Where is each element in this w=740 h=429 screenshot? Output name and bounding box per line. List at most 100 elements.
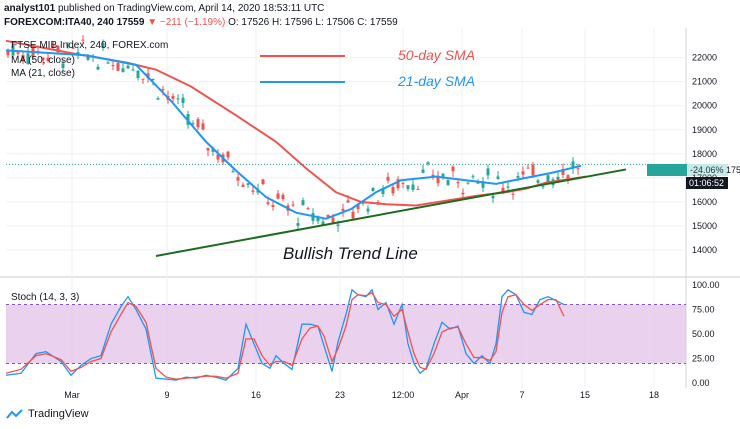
candle-body [281, 194, 285, 200]
candle-body [546, 175, 550, 183]
candle-body [456, 181, 460, 184]
time-tick-label: 9 [164, 390, 169, 400]
candle-body [106, 62, 110, 64]
candle-body [181, 97, 185, 104]
candle-body [536, 180, 540, 183]
change-badge-bg [647, 164, 687, 176]
candle-body [331, 217, 335, 224]
candle-body [401, 182, 405, 184]
symbol-name: FOREXCOM:ITA40, 240 [4, 17, 114, 28]
candle-body [146, 73, 150, 79]
candle-body [496, 176, 500, 179]
candle-body [301, 200, 305, 206]
candle-body [216, 154, 220, 160]
candle-body [556, 176, 560, 180]
candle-body [346, 200, 350, 203]
candle-body [171, 96, 175, 99]
candle-body [176, 98, 180, 100]
candle-body [246, 183, 250, 185]
candle-body [451, 166, 455, 172]
candle-body [571, 161, 575, 169]
stoch-tick-label: 75.00 [692, 304, 715, 314]
candle-body [251, 190, 255, 192]
candle-body [506, 186, 510, 188]
ma21-key-label: 21-day SMA [397, 73, 475, 89]
stoch-d-line [5, 291, 565, 380]
candle-body [76, 52, 80, 54]
candle-body [416, 188, 420, 190]
candle-body [156, 98, 160, 100]
candle-body [521, 171, 525, 175]
candle-body [236, 177, 240, 181]
ohlc-high: H: 17596 [272, 17, 313, 28]
candle-body [271, 205, 275, 207]
candle-body [561, 169, 565, 175]
price-tick-label: 21000 [692, 77, 717, 87]
candle-body [476, 182, 480, 184]
candle-body [481, 181, 485, 188]
candle-body [116, 62, 120, 71]
candle-body [321, 221, 325, 225]
candle-body [296, 223, 300, 226]
candle-body [111, 65, 115, 67]
trend-line [155, 168, 627, 257]
candle-body [136, 70, 140, 79]
time-tick-label: Apr [455, 390, 469, 400]
time-tick-label: 7 [519, 390, 524, 400]
candle-body [141, 78, 145, 80]
time-tick-label: 18 [649, 390, 659, 400]
price-tick-label: 22000 [692, 53, 717, 63]
candle-body [61, 63, 65, 69]
publish-header: analyst101 published on TradingView.com,… [4, 3, 324, 14]
candle-body [86, 56, 90, 60]
countdown-badge: 01:06:52 [689, 178, 724, 188]
price-tick-label: 14000 [692, 245, 717, 255]
last-price: 17559 [116, 17, 145, 28]
ohlc-open: O: 17526 [228, 17, 270, 28]
brand-name: TradingView [28, 408, 89, 420]
publish-info: published on TradingView.com, April 14, … [57, 3, 325, 14]
stoch-tick-label: 50.00 [692, 329, 715, 339]
ohlc-close: C: 17559 [357, 17, 398, 28]
candle-body [436, 175, 440, 184]
price-change: ▼ −211 (−1.19%) [147, 17, 226, 28]
candle-body [231, 171, 235, 173]
stoch-tick-label: 100.00 [692, 280, 720, 290]
candle-body [66, 44, 70, 47]
stoch-k-line [5, 288, 565, 381]
candle-body [126, 65, 130, 69]
candle-body [471, 175, 475, 177]
candle-body [151, 78, 155, 81]
candle-body [276, 193, 280, 199]
candle-body [531, 164, 535, 176]
candle-body [491, 195, 495, 199]
candle-body [51, 45, 55, 48]
trend-line-label: Bullish Trend Line [283, 244, 418, 263]
candle-body [366, 208, 370, 212]
legend-title: FTSE MIB Index, 240, FOREX.com [11, 40, 168, 51]
candle-body [566, 175, 570, 181]
candle-body [386, 176, 390, 181]
candle-body [341, 208, 345, 211]
candle-body [316, 216, 320, 222]
tradingview-logo[interactable]: TradingView [6, 408, 89, 420]
publisher-name[interactable]: analyst101 [4, 3, 56, 14]
candle-body [356, 204, 360, 209]
candle-body [541, 186, 545, 188]
tradingview-icon [6, 409, 23, 419]
time-tick-label: 23 [335, 390, 345, 400]
candle-body [501, 187, 505, 193]
candle-body [46, 57, 50, 62]
candle-body [326, 214, 330, 217]
stoch-tick-label: 0.00 [692, 378, 710, 388]
time-tick-label: 16 [251, 390, 261, 400]
candle-body [306, 208, 310, 210]
candle-body [406, 185, 410, 189]
candle-body [6, 49, 10, 56]
candle-body [486, 168, 490, 176]
candle-body [101, 43, 105, 49]
price-tick-label: 20000 [692, 101, 717, 111]
candle-body [446, 180, 450, 186]
candle-body [191, 123, 195, 125]
